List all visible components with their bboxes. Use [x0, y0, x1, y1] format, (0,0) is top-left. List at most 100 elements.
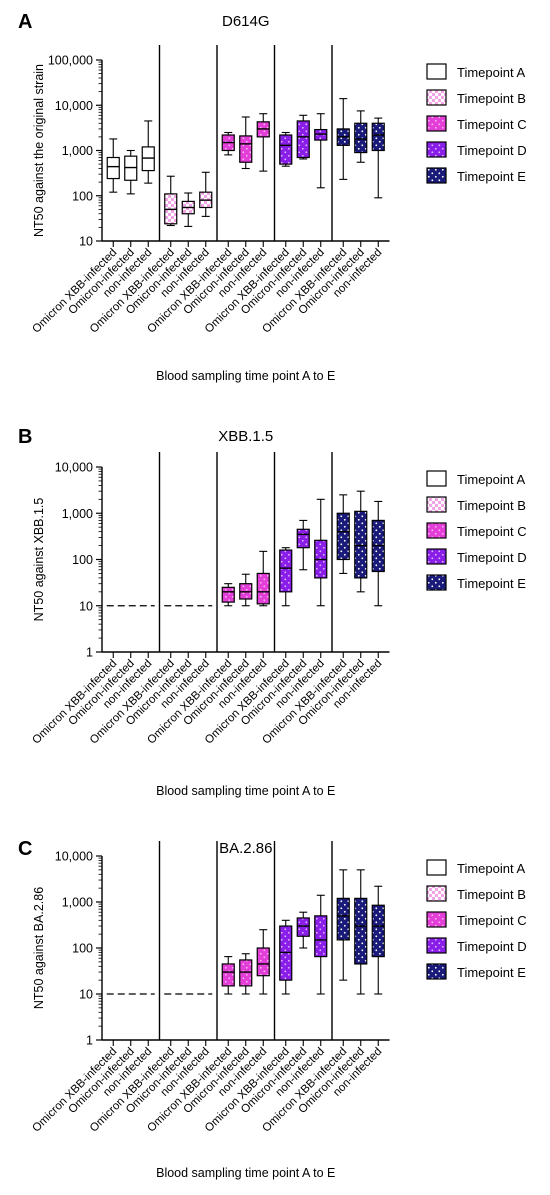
box-C-1: [239, 573, 253, 607]
y-tick-label: 1,000: [62, 507, 93, 521]
box-E-0: [336, 494, 350, 574]
legend-swatch-B: [426, 496, 447, 513]
y-tick-label: 10: [79, 988, 93, 1002]
box-C-1: [239, 953, 253, 995]
box-iqr: [106, 156, 120, 180]
legend-swatch-E: [426, 167, 447, 184]
legend-swatch-A: [426, 470, 447, 487]
legend-label-D: Timepoint D: [457, 939, 527, 954]
x-axis-label: Blood sampling time point A to E: [156, 369, 335, 383]
box-D-2: [314, 498, 328, 607]
box-E-1: [354, 110, 368, 163]
box-iqr: [221, 963, 235, 987]
y-tick-label: 100: [72, 189, 93, 203]
y-tick-label: 100,000: [48, 54, 93, 68]
y-tick-label: 100: [72, 553, 93, 567]
y-tick-label: 10: [79, 235, 93, 249]
legend-swatch-C: [426, 522, 447, 539]
box-D-0: [279, 131, 293, 167]
box-A-0: [106, 138, 120, 193]
y-tick-label: 100: [72, 942, 93, 956]
legend: Timepoint A Timepoint B Timepoint C Timepoi…: [426, 470, 527, 591]
legend-label-B: Timepoint B: [457, 498, 526, 513]
legend-label-E: Timepoint E: [457, 169, 526, 184]
panel-B: B XBB.1.5 1 10 100 1,000 10,000 NT50 against XB…: [18, 426, 527, 798]
chart-title: D614G: [222, 13, 270, 30]
chart-title: XBB.1.5: [218, 428, 273, 445]
legend-label-B: Timepoint B: [457, 91, 526, 106]
box-iqr: [336, 512, 350, 561]
box-iqr: [371, 122, 385, 152]
y-tick-label: 1: [86, 646, 93, 660]
box-D-2: [314, 113, 328, 189]
y-axis-label: NT50 against XBB.1.5: [32, 498, 46, 622]
box-iqr: [279, 134, 293, 165]
legend-label-A: Timepoint A: [457, 861, 525, 876]
y-tick-label: 10,000: [55, 99, 93, 113]
legend-swatch-E: [426, 963, 447, 980]
panel-C: C BA.2.86 1 10 100 1,000 10,000 NT50 against BA…: [18, 838, 527, 1180]
box-D-2: [314, 894, 328, 995]
chart-title: BA.2.86: [219, 840, 272, 857]
panel-letter: A: [18, 11, 32, 33]
legend-label-E: Timepoint E: [457, 965, 526, 980]
box-C-2: [256, 550, 270, 607]
box-iqr: [239, 959, 253, 987]
box-E-2: [371, 500, 385, 607]
legend-label-A: Timepoint A: [457, 472, 525, 487]
legend: Timepoint A Timepoint B Timepoint C Timepoi…: [426, 63, 527, 184]
legend-swatch-C: [426, 115, 447, 132]
legend-swatch-B: [426, 89, 447, 106]
legend-label-D: Timepoint D: [457, 550, 527, 565]
y-axis-label: NT50 against BA.2.86: [32, 887, 46, 1009]
legend-swatch-C: [426, 911, 447, 928]
legend-label-C: Timepoint C: [457, 117, 527, 132]
y-tick-label: 1: [86, 1034, 93, 1048]
y-tick-label: 10: [79, 599, 93, 613]
box-D-0: [279, 547, 293, 607]
legend: Timepoint A Timepoint B Timepoint C Timepoi…: [426, 859, 527, 980]
box-E-2: [371, 885, 385, 995]
box-B-1: [181, 192, 195, 227]
legend-swatch-E: [426, 574, 447, 591]
legend-swatch-D: [426, 937, 447, 954]
legend-label-D: Timepoint D: [457, 143, 527, 158]
box-B-0: [164, 175, 178, 227]
box-A-1: [124, 149, 138, 195]
box-iqr: [354, 897, 368, 965]
legend-label-B: Timepoint B: [457, 887, 526, 902]
box-iqr: [354, 122, 368, 154]
box-D-1: [296, 911, 310, 949]
box-B-2: [199, 171, 213, 217]
y-tick-label: 1,000: [62, 144, 93, 158]
legend-swatch-B: [426, 885, 447, 902]
box-C-0: [221, 583, 235, 607]
x-axis-label: Blood sampling time point A to E: [156, 784, 335, 798]
legend-swatch-A: [426, 859, 447, 876]
legend-swatch-D: [426, 141, 447, 158]
box-iqr: [296, 917, 310, 937]
box-E-1: [354, 869, 368, 995]
box-iqr: [371, 904, 385, 958]
box-E-0: [336, 98, 350, 180]
box-iqr: [296, 120, 310, 159]
legend-label-C: Timepoint C: [457, 524, 527, 539]
box-iqr: [296, 528, 310, 549]
y-tick-label: 1,000: [62, 896, 93, 910]
box-E-0: [336, 869, 350, 981]
box-C-2: [256, 929, 270, 995]
panel-letter: C: [18, 838, 32, 860]
box-E-1: [354, 490, 368, 593]
box-C-0: [221, 131, 235, 156]
box-iqr: [279, 549, 293, 593]
legend-label-A: Timepoint A: [457, 65, 525, 80]
box-D-1: [296, 519, 310, 571]
box-D-1: [296, 114, 310, 160]
x-axis-label: Blood sampling time point A to E: [156, 1166, 335, 1180]
box-iqr: [314, 915, 328, 958]
legend-swatch-A: [426, 63, 447, 80]
y-axis-label: NT50 against the original strain: [32, 64, 46, 237]
box-iqr: [354, 510, 368, 579]
